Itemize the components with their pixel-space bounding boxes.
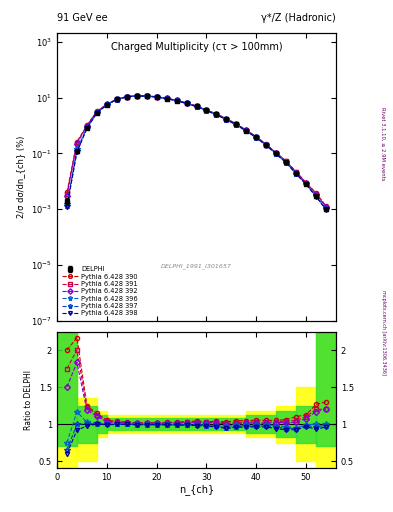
Y-axis label: Ratio to DELPHI: Ratio to DELPHI <box>24 370 33 430</box>
Text: 91 GeV ee: 91 GeV ee <box>57 13 108 23</box>
Text: Rivet 3.1.10, ≥ 2.9M events: Rivet 3.1.10, ≥ 2.9M events <box>381 106 386 180</box>
X-axis label: n_{ch}: n_{ch} <box>179 484 214 495</box>
Text: Charged Multiplicity (cτ > 100mm): Charged Multiplicity (cτ > 100mm) <box>111 42 282 52</box>
Text: mcplots.cern.ch [arXiv:1306.3436]: mcplots.cern.ch [arXiv:1306.3436] <box>381 290 386 375</box>
Y-axis label: 2/σ dσ/dn_{ch} (%): 2/σ dσ/dn_{ch} (%) <box>17 136 26 218</box>
Text: DELPHI_1991_I301657: DELPHI_1991_I301657 <box>161 264 232 269</box>
Legend: DELPHI, Pythia 6.428 390, Pythia 6.428 391, Pythia 6.428 392, Pythia 6.428 396, : DELPHI, Pythia 6.428 390, Pythia 6.428 3… <box>60 265 139 317</box>
Text: γ*/Z (Hadronic): γ*/Z (Hadronic) <box>261 13 336 23</box>
